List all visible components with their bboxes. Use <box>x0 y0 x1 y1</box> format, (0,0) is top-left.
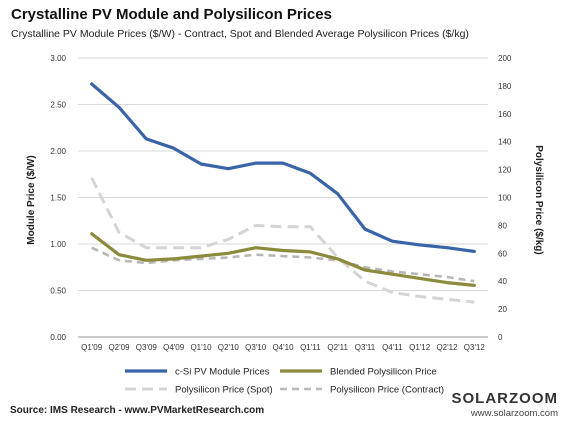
left-tick-label: 3.00 <box>50 54 66 63</box>
x-tick-label: Q2'09 <box>108 343 130 352</box>
series-lines <box>90 82 476 304</box>
legend: c-Si PV Module Prices Blended Polysilicon… <box>125 367 444 396</box>
right-axis-title: Polysilicon Price ($/kg) <box>533 145 544 254</box>
x-tick-label: Q4'11 <box>382 343 403 352</box>
right-tick-label: 120 <box>498 166 512 175</box>
x-tick-label: Q1'11 <box>300 343 321 352</box>
x-tick-label: Q2'12 <box>436 343 458 352</box>
x-tick-label: Q3'09 <box>136 343 158 352</box>
series-line-3 <box>90 177 475 304</box>
x-tick-label: Q1'12 <box>409 343 431 352</box>
right-tick-label: 200 <box>498 54 512 63</box>
source-note: Source: IMS Research - www.PVMarketResea… <box>10 405 265 416</box>
right-tick-label: 20 <box>498 305 507 314</box>
chart-subtitle: Crystalline PV Module Prices ($/W) - Con… <box>11 28 469 40</box>
x-tick-label: Q1'10 <box>190 343 212 352</box>
x-tick-label: Q4'09 <box>163 343 185 352</box>
left-tick-label: 1.00 <box>50 240 66 249</box>
x-tick-label: Q3'10 <box>245 343 267 352</box>
brand-logo: SOLARZOOM <box>451 390 558 407</box>
left-axis-title: Module Price ($/W) <box>26 155 37 244</box>
left-tick-label: 0.00 <box>50 333 66 342</box>
right-tick-label: 160 <box>498 110 512 119</box>
chart-title: Crystalline PV Module and Polysilicon Pr… <box>11 6 332 23</box>
x-axis-ticks: Q1'09 Q2'09 Q3'09 Q4'09 Q1'10 Q2'10 Q3'10 Q4'10… <box>81 343 485 352</box>
x-tick-label: Q3'11 <box>355 343 376 352</box>
right-tick-label: 180 <box>498 82 512 91</box>
x-tick-label: Q2'11 <box>327 343 348 352</box>
series-line-1 <box>90 82 476 253</box>
right-tick-label: 140 <box>498 138 512 147</box>
series-line-4 <box>91 246 475 283</box>
legend-label: Polysilicon Price (Spot) <box>175 385 273 396</box>
right-tick-label: 80 <box>498 221 507 230</box>
left-tick-label: 2.00 <box>50 147 66 156</box>
left-axis-ticks: 0.00 0.50 1.00 1.50 2.00 2.50 3.00 <box>50 54 66 342</box>
brand-watermark: SOLARZOOM www.solarzoom.com <box>452 390 559 419</box>
legend-label: Polysilicon Price (Contract) <box>330 385 444 396</box>
left-tick-label: 2.50 <box>50 101 66 110</box>
right-tick-label: 60 <box>498 249 507 258</box>
x-tick-label: Q4'10 <box>272 343 294 352</box>
series-line-2 <box>90 232 476 287</box>
legend-label: Blended Polysilicon Price <box>330 367 437 378</box>
x-tick-label: Q1'09 <box>81 343 103 352</box>
gridlines <box>78 57 488 338</box>
brand-url: www.solarzoom.com <box>470 408 558 419</box>
right-tick-label: 40 <box>498 277 507 286</box>
right-tick-label: 100 <box>498 194 512 203</box>
left-tick-label: 1.50 <box>50 194 66 203</box>
right-axis-ticks: 0 20 40 60 80 100 120 140 160 180 200 <box>498 54 512 342</box>
legend-label: c-Si PV Module Prices <box>175 367 270 378</box>
right-tick-label: 0 <box>498 333 503 342</box>
left-tick-label: 0.50 <box>50 287 66 296</box>
x-tick-label: Q2'10 <box>218 343 240 352</box>
x-tick-label: Q3'12 <box>464 343 486 352</box>
